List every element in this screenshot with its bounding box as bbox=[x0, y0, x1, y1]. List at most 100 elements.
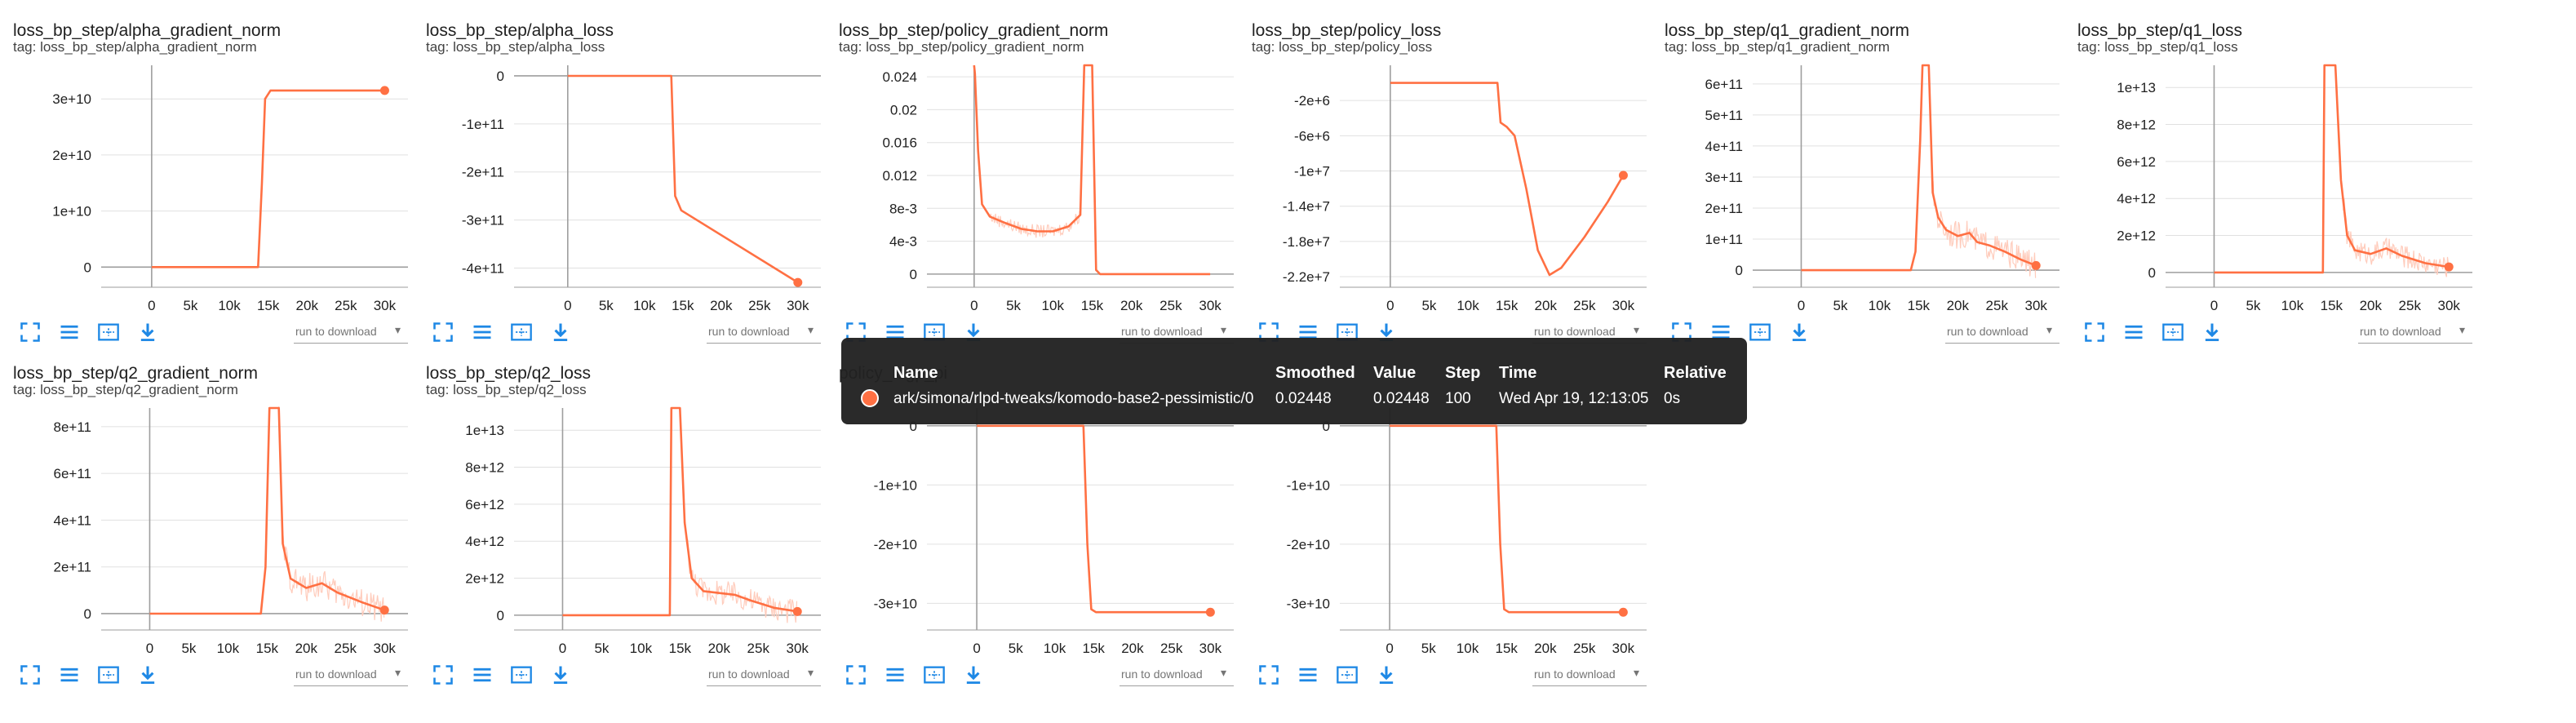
download-icon[interactable] bbox=[548, 320, 573, 344]
y-tick-label: 0.024 bbox=[882, 69, 917, 85]
fullscreen-icon[interactable] bbox=[2082, 320, 2107, 344]
x-tick-label: 0 bbox=[146, 641, 153, 656]
chart-tag: tag: loss_bp_step/policy_loss bbox=[1252, 39, 1433, 55]
log-scale-icon[interactable] bbox=[1296, 320, 1320, 344]
fullscreen-icon[interactable] bbox=[844, 320, 868, 344]
run-to-download-select[interactable]: run to download bbox=[708, 325, 790, 338]
x-tick-label: 15k bbox=[1083, 641, 1106, 656]
fullscreen-icon[interactable] bbox=[1669, 320, 1694, 344]
chart-plot[interactable]: 0 2e+12 4e+12 6e+12 8e+12 1e+13 0 5k 10k 15k 20k 25… bbox=[2064, 54, 2477, 315]
fullscreen-icon[interactable] bbox=[431, 663, 455, 687]
log-scale-icon[interactable] bbox=[1709, 320, 1733, 344]
chevron-down-icon[interactable]: ▾ bbox=[1634, 323, 1640, 336]
chevron-down-icon[interactable]: ▾ bbox=[808, 323, 814, 336]
chevron-down-icon[interactable]: ▾ bbox=[2046, 323, 2053, 336]
select-underline bbox=[707, 343, 821, 344]
y-tick-label: 4e+12 bbox=[465, 534, 504, 549]
fit-domain-icon[interactable] bbox=[2161, 320, 2185, 344]
chevron-down-icon[interactable]: ▾ bbox=[395, 323, 401, 336]
x-tick-label: 30k bbox=[2438, 298, 2461, 313]
chart-plot[interactable]: 0 -1e+11 -2e+11 -3e+11 -4e+11 0 5k 10k 15k 20k 25k… bbox=[413, 54, 826, 315]
fit-domain-icon[interactable] bbox=[96, 663, 121, 687]
log-scale-icon[interactable] bbox=[883, 320, 907, 344]
series-line bbox=[567, 74, 799, 284]
chart-title: loss_bp_step/q1_loss bbox=[2077, 21, 2242, 40]
series-end-point bbox=[379, 605, 389, 615]
fit-domain-icon[interactable] bbox=[1335, 663, 1359, 687]
log-scale-icon[interactable] bbox=[57, 320, 82, 344]
chart-plot[interactable]: 0 -1e+10 -2e+10 -3e+10 0 5k 10k 15k 20k 25k 30k bbox=[1239, 397, 1652, 658]
fit-domain-icon[interactable] bbox=[96, 320, 121, 344]
chevron-down-icon[interactable]: ▾ bbox=[2459, 323, 2466, 336]
x-tick-label: 10k bbox=[630, 641, 653, 656]
chart-tag: tag: loss_bp_step/q2_gradient_norm bbox=[13, 382, 238, 397]
fit-domain-icon[interactable] bbox=[509, 320, 534, 344]
download-icon[interactable] bbox=[135, 320, 160, 344]
fullscreen-icon[interactable] bbox=[431, 320, 455, 344]
chevron-down-icon[interactable]: ▾ bbox=[1221, 323, 1227, 336]
log-scale-icon[interactable] bbox=[57, 663, 82, 687]
run-to-download-select[interactable]: run to download bbox=[1534, 668, 1616, 681]
log-scale-icon[interactable] bbox=[470, 320, 494, 344]
fullscreen-icon[interactable] bbox=[18, 320, 42, 344]
download-icon[interactable] bbox=[961, 663, 986, 687]
download-icon[interactable] bbox=[548, 663, 573, 687]
y-tick-label: 8e+12 bbox=[2117, 118, 2156, 133]
fit-domain-icon[interactable] bbox=[509, 663, 534, 687]
run-to-download-select[interactable]: run to download bbox=[295, 325, 377, 338]
download-icon[interactable] bbox=[135, 663, 160, 687]
y-tick-label: 0 bbox=[84, 606, 91, 622]
chart-plot[interactable]: 0 1e+10 2e+10 3e+10 0 5k 10k 15k 20k 25k 30k bbox=[0, 54, 413, 315]
run-to-download-select[interactable]: run to download bbox=[708, 668, 790, 681]
x-tick-label: 25k bbox=[748, 298, 771, 313]
fit-domain-icon[interactable] bbox=[922, 663, 947, 687]
run-to-download-select[interactable]: run to download bbox=[1534, 325, 1616, 338]
log-scale-icon[interactable] bbox=[470, 663, 494, 687]
log-scale-icon[interactable] bbox=[2122, 320, 2146, 344]
y-tick-label: 5e+11 bbox=[1705, 108, 1743, 123]
y-tick-label: -2e+10 bbox=[1287, 537, 1330, 552]
log-scale-icon[interactable] bbox=[883, 663, 907, 687]
x-tick-label: 10k bbox=[633, 298, 656, 313]
y-tick-label: -6e+6 bbox=[1294, 128, 1330, 144]
fullscreen-icon[interactable] bbox=[844, 663, 868, 687]
chevron-down-icon[interactable]: ▾ bbox=[1634, 666, 1640, 679]
download-icon[interactable] bbox=[2200, 320, 2224, 344]
chart-plot[interactable]: 0 1e+11 2e+11 3e+11 4e+11 5e+11 6e+11 0 5k 10k 15k… bbox=[1652, 54, 2064, 315]
chevron-down-icon[interactable]: ▾ bbox=[808, 666, 814, 679]
chart-card: 0 -1e+10 -2e+10 -3e+10 0 5k 10k 15k 20k 25k 30k run… bbox=[1239, 343, 1652, 687]
series-line bbox=[151, 89, 385, 268]
y-tick-label: 0 bbox=[910, 267, 917, 282]
run-to-download-select[interactable]: run to download bbox=[295, 668, 377, 681]
fullscreen-icon[interactable] bbox=[1257, 320, 1281, 344]
chart-title: loss_bp_step/q2_gradient_norm bbox=[13, 364, 259, 383]
download-icon[interactable] bbox=[1787, 320, 1811, 344]
series-end-point bbox=[379, 86, 389, 95]
x-tick-label: 20k bbox=[295, 641, 318, 656]
run-to-download-select[interactable]: run to download bbox=[1121, 668, 1203, 681]
run-color-dot bbox=[861, 389, 879, 407]
run-to-download-select[interactable]: run to download bbox=[2360, 325, 2441, 338]
run-to-download-select[interactable]: run to download bbox=[1121, 325, 1203, 338]
download-icon[interactable] bbox=[1374, 663, 1399, 687]
x-tick-label: 20k bbox=[1535, 298, 1558, 313]
chart-title: loss_bp_step/policy_gradient_norm bbox=[839, 21, 1109, 40]
run-to-download-select[interactable]: run to download bbox=[1947, 325, 2028, 338]
chevron-down-icon[interactable]: ▾ bbox=[395, 666, 401, 679]
x-tick-label: 5k bbox=[1006, 298, 1021, 313]
series-raw-line bbox=[989, 69, 1085, 238]
chart-plot[interactable]: 0 4e-3 8e-3 0.012 0.016 0.02 0.024 0 5k 10k 15k 20k… bbox=[826, 54, 1239, 315]
chevron-down-icon[interactable]: ▾ bbox=[1221, 666, 1227, 679]
fullscreen-icon[interactable] bbox=[18, 663, 42, 687]
fit-domain-icon[interactable] bbox=[1748, 320, 1772, 344]
x-tick-label: 25k bbox=[1160, 641, 1183, 656]
log-scale-icon[interactable] bbox=[1296, 663, 1320, 687]
chart-plot[interactable]: 0 2e+11 4e+11 6e+11 8e+11 0 5k 10k 15k 20k 25k 30k bbox=[0, 397, 413, 658]
fullscreen-icon[interactable] bbox=[1257, 663, 1281, 687]
x-tick-label: 15k bbox=[2321, 298, 2343, 313]
chart-plot[interactable]: 0 2e+12 4e+12 6e+12 8e+12 1e+13 0 5k 10k 15k 20k 25… bbox=[413, 397, 826, 658]
chart-plot[interactable]: 0 -1e+10 -2e+10 -3e+10 0 5k 10k 15k 20k 25k 30k bbox=[826, 397, 1239, 658]
chart-tag: tag: loss_bp_step/q1_loss bbox=[2077, 39, 2238, 55]
y-tick-label: 0 bbox=[84, 259, 91, 275]
chart-plot[interactable]: -2e+6 -6e+6 -1e+7 -1.4e+7 -1.8e+7 -2.2e+7 0 5k 1… bbox=[1239, 54, 1652, 315]
